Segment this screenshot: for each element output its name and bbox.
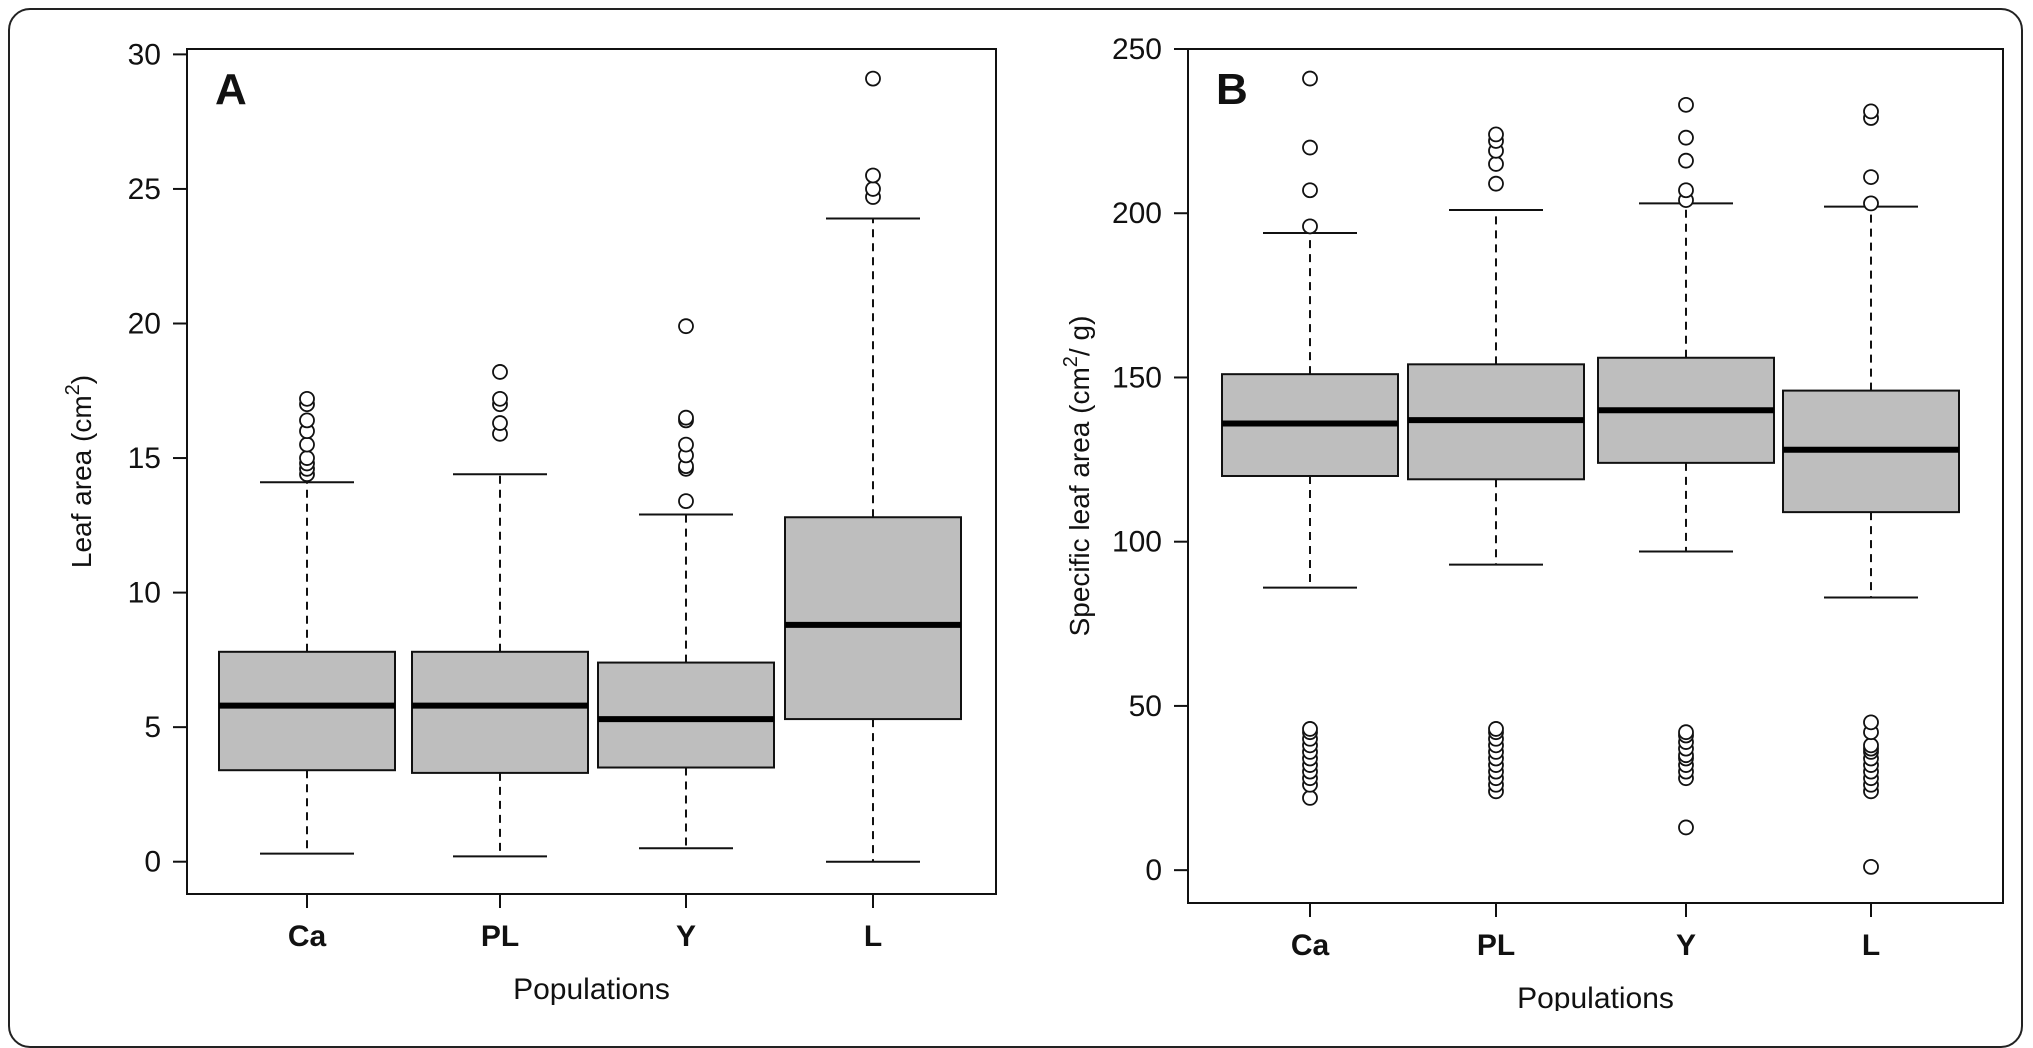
- x-tick-label: PL: [481, 920, 519, 953]
- y-tick-label: 20: [128, 307, 161, 340]
- panel-b: 0 50 100 150 200 250 B Specific leaf area (cm2/…: [1060, 33, 2004, 1011]
- outlier-point: [492, 415, 508, 431]
- outlier-point: [865, 167, 881, 184]
- iqr-box: [784, 516, 962, 721]
- y-tick-label: 200: [1112, 197, 1162, 230]
- x-tick-label: PL: [1477, 929, 1515, 962]
- outlier-point: [865, 181, 881, 197]
- panel-label: B: [1216, 65, 1248, 114]
- outlier-point: [299, 390, 315, 407]
- y-axis-title: Leaf area (cm2): [62, 375, 97, 568]
- outlier-point: [865, 70, 881, 87]
- outlier-point: [1863, 103, 1879, 120]
- outlier-point: [1488, 175, 1504, 192]
- outlier-point: [492, 364, 508, 380]
- y-axis-title-sup: 2: [1060, 356, 1082, 367]
- y-axis-title-main: Specific leaf area (cm: [1064, 367, 1095, 636]
- outlier-point: [1488, 156, 1504, 172]
- box-ca: Ca: [1221, 70, 1399, 962]
- x-axis-title: Populations: [1517, 982, 1674, 1011]
- plot-border: [1187, 48, 2004, 904]
- outlier-point: [678, 318, 694, 335]
- outlier-point: [1678, 182, 1694, 199]
- outlier-point: [678, 436, 694, 453]
- box-pl: PL: [411, 364, 589, 953]
- iqr-box: [218, 650, 396, 772]
- outlier-point: [1678, 129, 1694, 146]
- x-tick-label: Ca: [288, 920, 327, 953]
- x-tick-label: Y: [676, 920, 696, 953]
- outlier-point: [1302, 70, 1318, 87]
- box-y: Y: [1597, 96, 1775, 962]
- outlier-point: [1488, 721, 1504, 737]
- outlier-point: [299, 412, 315, 429]
- outlier-point: [299, 450, 315, 466]
- y-axis-title-sup: 2: [62, 384, 84, 395]
- outlier-point: [1863, 714, 1879, 731]
- outlier-point: [1863, 737, 1879, 754]
- outlier-point: [1863, 195, 1879, 212]
- outlier-point: [1302, 182, 1318, 199]
- x-axis-title: Populations: [513, 973, 670, 1006]
- box-l: L: [1782, 103, 1960, 962]
- box-y: Y: [597, 318, 775, 953]
- x-tick-label: L: [864, 920, 882, 953]
- outlier-point: [1678, 724, 1694, 741]
- outlier-point: [1302, 789, 1318, 806]
- panel-label: A: [215, 65, 247, 114]
- iqr-box: [597, 661, 775, 769]
- y-axis-title-main: Leaf area (cm: [66, 395, 97, 568]
- outlier-point: [1678, 152, 1694, 169]
- x-tick-label: Y: [1676, 929, 1696, 962]
- y-tick-label: 15: [128, 442, 161, 475]
- x-tick-label: L: [1862, 929, 1880, 962]
- outlier-point: [1488, 126, 1504, 143]
- y-tick-label: 250: [1112, 33, 1162, 66]
- y-tick-label: 30: [128, 38, 161, 71]
- outlier-point: [1302, 139, 1318, 156]
- outlier-point: [1678, 96, 1694, 113]
- y-tick-label: 100: [1112, 526, 1162, 559]
- plot-border: [186, 48, 997, 895]
- y-axis-title: Specific leaf area (cm2/ g): [1060, 316, 1095, 637]
- outlier-point: [1863, 169, 1879, 186]
- outlier-point: [678, 409, 694, 426]
- y-axis-title-tail: / g): [1064, 316, 1095, 356]
- y-tick-label: 50: [1129, 690, 1162, 723]
- x-tick-label: Ca: [1291, 929, 1330, 962]
- y-tick-label: 150: [1112, 361, 1162, 394]
- y-tick-label: 10: [128, 577, 161, 610]
- outlier-point: [1863, 858, 1879, 875]
- y-tick-label: 5: [144, 711, 161, 744]
- outlier-point: [492, 390, 508, 407]
- outlier-point: [1678, 819, 1694, 836]
- iqr-box: [411, 650, 589, 774]
- outlier-point: [1302, 218, 1318, 235]
- y-tick-label: 0: [1145, 854, 1162, 887]
- y-axis-title-tail: ): [66, 375, 97, 384]
- box-ca: Ca: [218, 390, 396, 953]
- outlier-point: [1302, 721, 1318, 737]
- y-tick-label: 0: [144, 846, 161, 879]
- outlier-point: [299, 436, 315, 453]
- box-pl: PL: [1407, 126, 1585, 962]
- outlier-point: [678, 493, 694, 510]
- y-tick-label: 25: [128, 173, 161, 206]
- panel-a: 0 5 10 15 20 25 30 A Leaf area (cm2) Populations C…: [62, 38, 997, 1006]
- box-l: L: [784, 70, 962, 953]
